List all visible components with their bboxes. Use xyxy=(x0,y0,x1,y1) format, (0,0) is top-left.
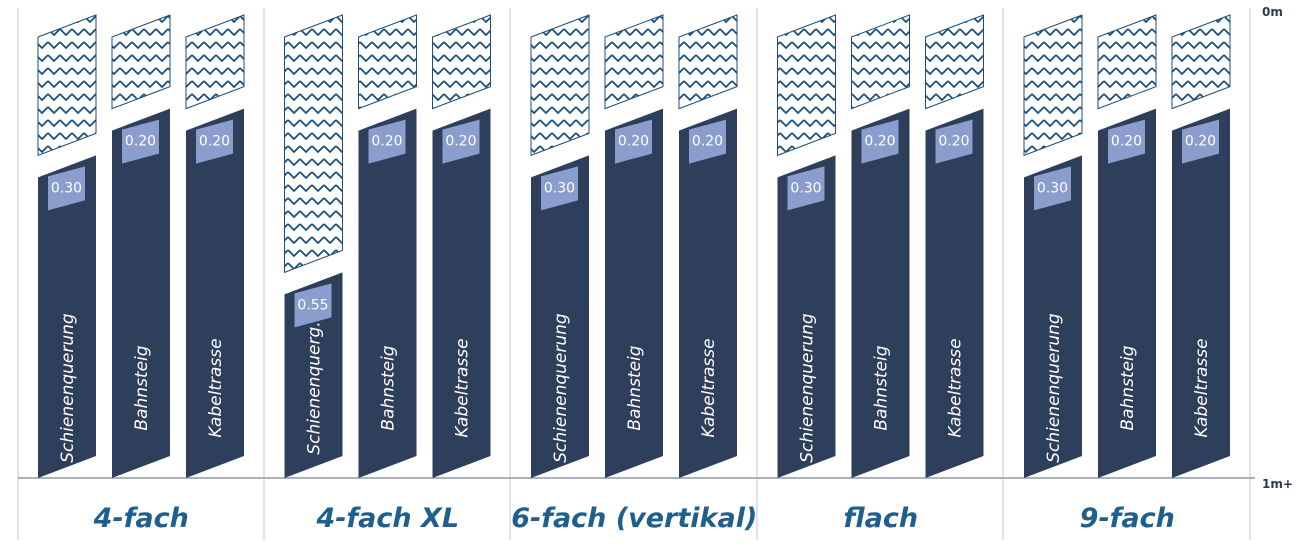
group-title: 6-fach (vertikal) xyxy=(511,503,757,534)
bar-label: Schienenquerg. xyxy=(305,321,325,454)
bar-hatch xyxy=(851,14,910,110)
bar xyxy=(531,155,589,478)
value-badge xyxy=(122,119,159,164)
value-badge xyxy=(1034,166,1071,211)
bar-hatch xyxy=(185,14,245,110)
value-label: 0.20 xyxy=(618,134,649,150)
bar xyxy=(1098,108,1156,478)
group-title: 9-fach xyxy=(1080,503,1175,534)
bar-label: Bahnsteig xyxy=(625,345,645,430)
bar-label: Kabeltrasse xyxy=(206,338,226,437)
bar-label: Kabeltrasse xyxy=(1192,338,1212,437)
value-badge xyxy=(442,119,480,164)
value-badge xyxy=(368,119,406,164)
y-tick-label: 1m+ xyxy=(1262,477,1293,491)
bar-hatch xyxy=(432,14,491,110)
bar-hatch xyxy=(777,14,836,157)
value-label: 0.20 xyxy=(125,134,156,150)
value-label: 0.30 xyxy=(1037,180,1068,196)
bar-label: Schienenquerung xyxy=(798,313,818,463)
bar-hatch xyxy=(925,14,984,110)
value-badge xyxy=(1182,119,1219,164)
bar-label: Schienenquerung xyxy=(1044,313,1064,463)
bar-hatch xyxy=(678,14,738,110)
y-tick-label: 0m xyxy=(1262,5,1283,19)
value-label: 0.30 xyxy=(790,180,821,196)
bar-label: Kabeltrasse xyxy=(453,338,473,437)
bar-label: Bahnsteig xyxy=(132,345,152,430)
bar xyxy=(38,155,96,478)
value-label: 0.30 xyxy=(544,180,575,196)
value-badge xyxy=(294,283,332,328)
bar xyxy=(112,108,170,478)
bar xyxy=(186,108,244,478)
y-axis: 0m 1m+ xyxy=(1262,5,1293,491)
value-badge xyxy=(541,166,578,211)
bar xyxy=(358,108,417,478)
bar-label: Bahnsteig xyxy=(872,345,892,430)
value-label: 0.20 xyxy=(199,134,230,150)
bar-hatch xyxy=(358,14,417,110)
value-label: 0.55 xyxy=(297,297,328,313)
value-badge xyxy=(196,119,233,164)
bar-label: Bahnsteig xyxy=(1118,345,1138,430)
group-titles: 4-fach 4-fach XL 6-fach (vertikal) flach 9-f… xyxy=(93,503,1175,534)
bar-hatch xyxy=(1171,14,1231,110)
value-label: 0.20 xyxy=(1185,134,1216,150)
bar-label: Schienenquerung xyxy=(551,313,571,463)
value-badge xyxy=(861,119,899,164)
bar-label: Kabeltrasse xyxy=(699,338,719,437)
bar-hatch xyxy=(284,14,343,274)
bar-hatch xyxy=(604,14,664,110)
value-badge xyxy=(48,166,85,211)
group-title: 4-fach xyxy=(93,503,189,534)
bar xyxy=(605,108,663,478)
bar-label: Schienenquerung xyxy=(58,313,78,463)
bar xyxy=(777,155,836,478)
value-badge xyxy=(1108,119,1145,164)
value-label: 0.20 xyxy=(692,134,723,150)
value-label: 0.20 xyxy=(938,134,969,150)
group-dividers xyxy=(17,8,1251,540)
bar-hatch xyxy=(1023,14,1083,157)
bar-hatch xyxy=(1097,14,1157,110)
bar-hatch xyxy=(530,14,590,157)
value-label: 0.30 xyxy=(51,180,82,196)
bar xyxy=(1024,155,1082,478)
bar xyxy=(1172,108,1230,478)
value-badge xyxy=(689,119,726,164)
value-label: 0.20 xyxy=(1111,134,1142,150)
bar xyxy=(851,108,910,478)
value-label: 0.20 xyxy=(371,134,402,150)
bar-hatch xyxy=(111,14,171,110)
bar xyxy=(432,108,491,478)
group-title: flach xyxy=(843,503,918,534)
group-title: 4-fach XL xyxy=(315,503,459,534)
bar xyxy=(925,108,984,478)
bar xyxy=(679,108,737,478)
bars-layer: 0.30 Schienenquerung 0.20 Bahnsteig 0.20 Kabe… xyxy=(37,14,1231,478)
value-label: 0.20 xyxy=(864,134,895,150)
value-badge xyxy=(935,119,973,164)
bar-label: Kabeltrasse xyxy=(946,338,966,437)
bar-label: Bahnsteig xyxy=(379,345,399,430)
value-badge xyxy=(787,166,825,211)
value-label: 0.20 xyxy=(445,134,476,150)
value-badge xyxy=(615,119,652,164)
bar-hatch xyxy=(37,14,97,157)
